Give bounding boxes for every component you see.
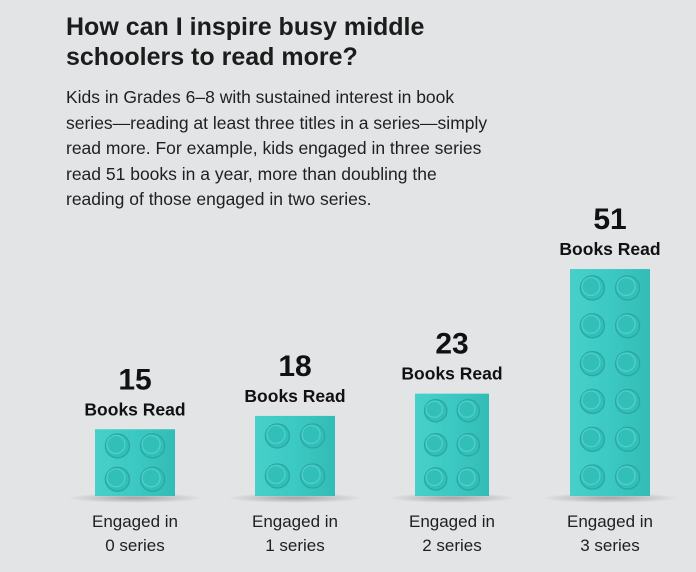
description-line: series—reading at least three titles in … [66, 112, 488, 133]
title-line: How can I inspire busy middle [66, 13, 425, 41]
brick-stud-highlight [458, 400, 476, 418]
brick-stud-highlight [266, 464, 286, 485]
brick-stud [579, 313, 606, 339]
category-label: Engaged in [409, 512, 495, 531]
brick-stud [579, 388, 606, 415]
bar-group: 15 Books Read Engaged in 0 series [67, 363, 203, 555]
brick-stud-highlight [425, 468, 443, 487]
data-label-value: 23 [435, 328, 468, 361]
title-line: schoolers to read more? [66, 43, 358, 71]
brick-stud [456, 398, 481, 423]
bar [570, 269, 650, 496]
brick-stud [423, 467, 448, 491]
brick-stud-highlight [106, 434, 126, 455]
brick-stud [614, 464, 641, 490]
description-line: reading of those engaged in two series. [66, 189, 372, 209]
brick-stud [139, 433, 166, 459]
bar-group: 18 Books Read Engaged in 1 series [227, 350, 363, 555]
brick-stud-highlight [616, 352, 636, 372]
brick-stud-highlight [301, 464, 321, 485]
brick-stud [579, 275, 606, 301]
brick-stud [299, 423, 326, 449]
description: Kids in Grades 6–8 with sustained intere… [66, 85, 546, 213]
brick-stud [423, 433, 448, 457]
brick-stud-highlight [581, 390, 601, 410]
data-label-unit: Books Read [84, 399, 185, 419]
category-label: Engaged in [252, 512, 338, 531]
brick-stud-highlight [141, 468, 161, 488]
brick-stud-highlight [425, 434, 443, 453]
brick-stud-highlight [581, 428, 601, 448]
brick-stud-highlight [425, 400, 443, 418]
brick-stud-highlight [581, 314, 601, 334]
description-line: read more. For example, kids engaged in … [66, 138, 482, 158]
brick-stud [614, 388, 641, 415]
brick-stud [579, 350, 606, 377]
data-label-value: 51 [593, 203, 626, 236]
data-label-unit: Books Read [559, 239, 660, 259]
brick-stud [423, 398, 448, 423]
brick-stud [456, 433, 481, 457]
brick-stud [614, 275, 641, 301]
brick-stud [614, 350, 641, 377]
brick-stud-highlight [616, 390, 636, 410]
data-label-value: 18 [278, 350, 311, 383]
brick-stud-highlight [458, 434, 476, 453]
data-label-unit: Books Read [244, 386, 345, 406]
category-label: Engaged in [92, 512, 178, 531]
brick-stud [579, 426, 606, 452]
brick-stud [264, 423, 291, 449]
brick-stud-highlight [301, 424, 321, 445]
bar-group: 23 Books Read Engaged in 2 series [389, 328, 515, 555]
bar [255, 415, 335, 496]
brick-stud-highlight [581, 276, 601, 297]
brick-stud-highlight [458, 468, 476, 487]
brick-stud [299, 463, 326, 489]
description-line: read 51 books in a year, more than doubl… [66, 163, 437, 184]
brick-stud [264, 463, 291, 489]
brick-stud [456, 467, 481, 491]
brick-stud [579, 464, 606, 490]
category-label: 3 series [580, 536, 640, 555]
description-line: Kids in Grades 6–8 with sustained intere… [66, 87, 455, 107]
category-label: 2 series [422, 536, 482, 555]
brick-stud [104, 433, 131, 459]
brick-stud-highlight [106, 468, 126, 488]
category-label: 0 series [105, 536, 165, 555]
brick-stud-highlight [581, 352, 601, 372]
page-title: How can I inspire busy middle schoolers … [66, 12, 546, 72]
brick-stud [614, 313, 641, 339]
brick-stud-highlight [266, 424, 286, 445]
category-label: 1 series [265, 536, 325, 555]
brick-stud-highlight [616, 276, 636, 297]
brick-stud-highlight [141, 434, 161, 455]
brick-stud [104, 466, 131, 493]
brick-stud [139, 466, 166, 493]
brick-stud-highlight [616, 314, 636, 334]
brick-stud [614, 426, 641, 452]
brick-stud-highlight [581, 465, 601, 486]
data-label-unit: Books Read [401, 364, 502, 384]
brick-stud-highlight [616, 428, 636, 448]
brick-stud-highlight [616, 465, 636, 486]
bar-group: 51 Books Read Engaged in 3 series [542, 203, 678, 555]
category-label: Engaged in [567, 512, 653, 531]
data-label-value: 15 [118, 363, 151, 396]
